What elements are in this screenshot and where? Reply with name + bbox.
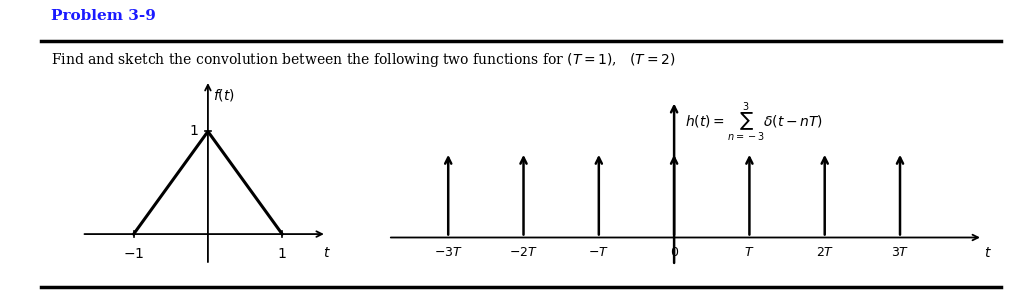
Text: $t$: $t$ xyxy=(323,246,331,260)
Text: Find and sketch the convolution between the following two functions for $(T =1)$: Find and sketch the convolution between … xyxy=(51,51,676,69)
Text: $3T$: $3T$ xyxy=(890,246,910,259)
Text: $-1$: $-1$ xyxy=(124,248,144,261)
Text: $1$: $1$ xyxy=(189,124,199,138)
Text: $f(t)$: $f(t)$ xyxy=(213,87,235,103)
Text: Problem 3-9: Problem 3-9 xyxy=(51,9,156,23)
Text: $T$: $T$ xyxy=(744,246,755,259)
Text: $t$: $t$ xyxy=(984,246,992,260)
Text: $-T$: $-T$ xyxy=(588,246,610,259)
Text: $0$: $0$ xyxy=(670,246,679,259)
Text: $-2T$: $-2T$ xyxy=(509,246,538,259)
Text: $2T$: $2T$ xyxy=(816,246,834,259)
Text: $1$: $1$ xyxy=(278,248,287,261)
Text: $-3T$: $-3T$ xyxy=(434,246,463,259)
Text: $h(t)= \sum_{n=-3}^{3} \delta(t-nT)$: $h(t)= \sum_{n=-3}^{3} \delta(t-nT)$ xyxy=(685,101,824,144)
